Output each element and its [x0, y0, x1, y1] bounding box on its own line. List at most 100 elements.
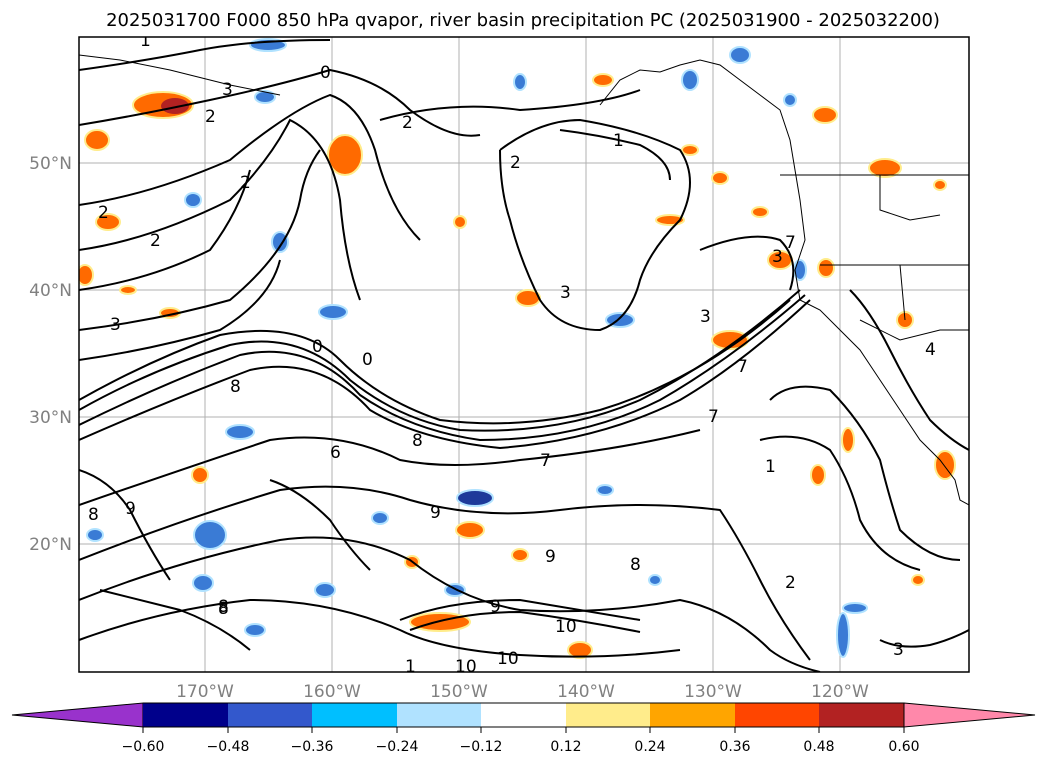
contour-line	[499, 118, 691, 332]
contour-line	[759, 435, 921, 571]
colorbar-bin	[819, 703, 904, 727]
precip-negative-blob	[254, 90, 276, 104]
precip-positive-blob	[592, 73, 614, 87]
precip-negative-blob	[842, 602, 868, 614]
precip-negative-blob	[596, 484, 614, 496]
precip-positive-blob	[711, 171, 729, 185]
map-background	[79, 37, 969, 672]
contour-line	[79, 93, 421, 241]
precip-negative-blob	[318, 304, 348, 320]
precip-positive-blob	[511, 548, 529, 562]
precip-positive-blob	[455, 521, 485, 539]
contour-label: 8	[630, 555, 641, 575]
contour-label: 8	[230, 377, 241, 397]
precip-negative-blob	[314, 582, 336, 598]
lat-label-40n: 40°N	[29, 281, 72, 301]
contour-line	[79, 68, 481, 137]
precip-positive-blob	[810, 464, 826, 486]
contour-line	[79, 169, 251, 291]
contour-label: 2	[205, 107, 216, 127]
contour-label: 10	[497, 649, 519, 669]
contour-label: 3	[893, 640, 904, 660]
longitude-labels: 170°W 160°W 150°W 140°W 130°W 120°W	[176, 682, 869, 702]
precip-positive-blob	[84, 129, 110, 151]
border-state	[899, 264, 906, 321]
contour-label: 6	[330, 443, 341, 463]
contour-label: 2	[510, 153, 521, 173]
colorbar-tick-label: −0.24	[376, 739, 419, 755]
contour-label: 7	[540, 451, 551, 471]
precip-negative-blob	[456, 489, 494, 507]
contour-label: 8	[88, 505, 99, 525]
colorbar-tick-label: −0.12	[460, 739, 503, 755]
contour-line	[79, 485, 811, 661]
contour-label: 9	[490, 597, 501, 617]
precip-negative-blob	[513, 73, 527, 91]
precip-positive-blob	[711, 330, 749, 350]
contour-line	[409, 610, 641, 633]
contour-line	[79, 149, 321, 331]
precip-negative-blob	[192, 574, 214, 592]
precip-positive-blob	[841, 427, 855, 453]
colorbar-ticks	[142, 727, 905, 733]
contour-label: 1	[613, 131, 624, 151]
colorbar-bin	[481, 703, 566, 727]
precip-positive-blob	[453, 215, 467, 229]
contour-label: 3	[222, 80, 233, 100]
contour-label: 2	[98, 203, 109, 223]
contour-label: 3	[772, 247, 783, 267]
colorbar-bin	[566, 703, 650, 727]
contour-line	[769, 385, 961, 561]
colorbar-bin	[143, 703, 228, 727]
contour-label: 2	[402, 113, 413, 133]
precip-positive-core	[161, 98, 189, 114]
contour-label: 2	[150, 231, 161, 251]
colorbar-extend-low	[11, 702, 144, 728]
contour-label: 7	[737, 357, 748, 377]
contour-line	[79, 39, 331, 71]
contour-line	[79, 289, 801, 432]
precip-positive-blob	[95, 213, 121, 231]
colorbar-bin	[397, 703, 481, 727]
lon-label-140w: 140°W	[557, 682, 615, 702]
lon-label-160w: 160°W	[303, 682, 361, 702]
latitude-labels: 50°N 40°N 30°N 20°N	[29, 154, 72, 555]
figure-title: 2025031700 F000 850 hPa qvapor, river ba…	[106, 10, 940, 31]
precip-positive-blob	[751, 206, 769, 218]
contour-labels: 1 0 2 3 2 2 2 2 2 3 1 0 0 3 8 7 6 7 8 9 …	[88, 37, 936, 672]
colorbar-bin	[650, 703, 735, 727]
contour-line	[99, 589, 251, 651]
colorbar-tick-label: 0.48	[803, 739, 834, 755]
colorbar-tick-label: 0.24	[634, 739, 665, 755]
contour-label: 3	[110, 315, 121, 335]
colorbar-tick-label: 0.12	[550, 739, 581, 755]
coastline-north-america	[599, 59, 969, 506]
precip-negative-blob	[729, 46, 751, 64]
colorbar-bin	[228, 703, 312, 727]
contour-line	[879, 629, 969, 648]
contour-line	[79, 598, 681, 658]
precip-negative-blob	[648, 574, 662, 586]
contour-label: 2	[785, 573, 796, 593]
map-area: 1 0 2 3 2 2 2 2 2 3 1 0 0 3 8 7 6 7 8 9 …	[79, 37, 969, 672]
contour-line	[79, 118, 361, 301]
contour-label: 1	[765, 457, 776, 477]
lon-label-150w: 150°W	[430, 682, 488, 702]
contour-label: 8	[412, 431, 423, 451]
contour-label: 0	[320, 63, 331, 83]
precip-positive-blob	[79, 264, 94, 286]
precip-positive-blob	[812, 106, 838, 124]
colorbar-outline	[143, 702, 904, 728]
qvapor-contours	[79, 39, 969, 672]
colorbar-tick-label: 0.36	[719, 739, 750, 755]
colorbar-tick-label: −0.60	[122, 739, 165, 755]
contour-label: 0	[312, 337, 323, 357]
coastline-aleutians	[79, 54, 281, 96]
contour-line	[559, 129, 671, 181]
contour-label: 4	[925, 340, 936, 360]
contour-line	[79, 299, 791, 425]
precip-negative-blob	[244, 623, 266, 637]
contour-label: 7	[708, 407, 719, 427]
contour-line	[79, 429, 701, 506]
